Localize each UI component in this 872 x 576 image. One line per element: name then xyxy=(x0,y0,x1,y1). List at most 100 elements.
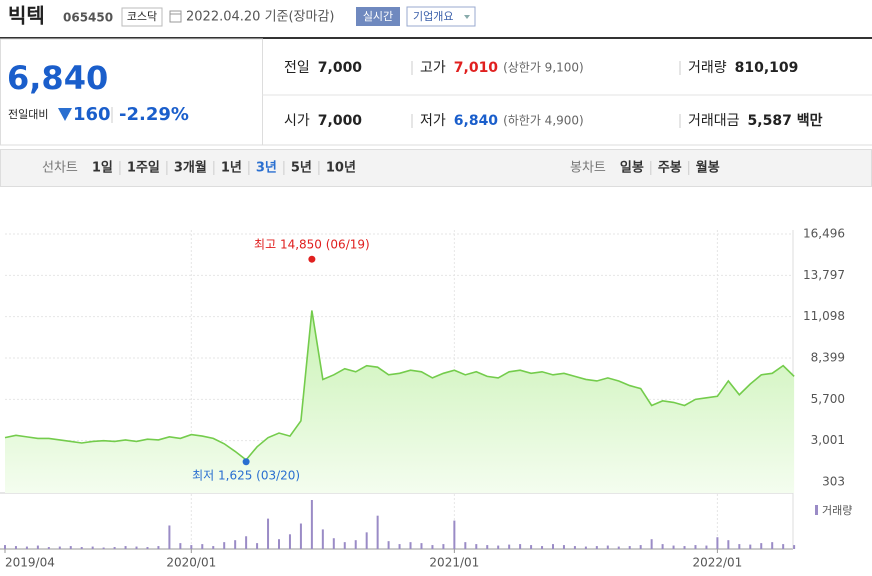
calendar-icon xyxy=(169,10,182,23)
volume-bar xyxy=(584,546,587,549)
volume-bar xyxy=(552,544,554,549)
tab-group-label: 선차트 xyxy=(42,161,78,176)
x-tick-label: 2021/01 xyxy=(429,556,479,570)
item-value: 7,000 xyxy=(318,60,363,76)
volume-bar xyxy=(124,546,127,549)
item-label: 시가 xyxy=(284,113,310,129)
date: 2022.04.20 기준(장마감) xyxy=(186,10,335,25)
volume-bar xyxy=(168,525,171,549)
volume-bar xyxy=(354,540,357,549)
item-label: 고가 xyxy=(420,60,446,76)
volume-bar xyxy=(497,545,500,549)
tab[interactable]: 일봉 xyxy=(620,161,644,176)
item-note: (하한가 4,900) xyxy=(503,114,584,128)
item-value: 7,000 xyxy=(318,113,363,129)
volume-bar xyxy=(749,544,752,549)
market-badge xyxy=(121,7,163,27)
item-value: 810,109 xyxy=(735,60,799,76)
volume-bar xyxy=(299,523,302,549)
change: 160 xyxy=(73,104,111,125)
volume-bar xyxy=(650,539,653,549)
volume-bar xyxy=(782,544,785,549)
item-value: 6,840 xyxy=(454,113,499,129)
volume-bar xyxy=(245,536,248,549)
volume-bar xyxy=(201,544,204,549)
volume-bar xyxy=(464,542,467,549)
price-panel xyxy=(0,38,263,146)
change-pct: -2.29% xyxy=(119,104,189,125)
y-tick-label: 8,399 xyxy=(811,351,845,365)
volume-bar xyxy=(541,546,544,549)
tab[interactable]: 1주일 xyxy=(127,161,160,176)
stock-code: 065450 xyxy=(63,11,113,25)
volume-bar xyxy=(486,545,489,549)
volume-bar xyxy=(562,545,565,549)
volume-bar xyxy=(157,546,160,549)
volume-bar xyxy=(310,500,313,549)
volume-bar xyxy=(760,543,763,549)
tab-group-label: 봉차트 xyxy=(570,161,606,176)
volume-bar xyxy=(738,544,741,549)
volume-bar xyxy=(453,520,456,549)
market: 코스닥 xyxy=(127,10,157,23)
item-note: (상한가 9,100) xyxy=(503,61,584,75)
volume-bar xyxy=(332,538,335,549)
volume-bar xyxy=(288,534,291,549)
volume-bar xyxy=(508,544,511,549)
tab[interactable]: 10년 xyxy=(326,161,356,176)
tab[interactable]: 1년 xyxy=(221,161,242,176)
volume-bar xyxy=(146,547,149,549)
legend-swatch xyxy=(815,505,818,515)
volume-bar xyxy=(190,545,193,549)
legend-label: 거래량 xyxy=(822,504,852,517)
x-tick-label: 2020/01 xyxy=(166,556,216,570)
item-label: 저가 xyxy=(420,113,446,129)
volume-bar xyxy=(58,546,61,549)
volume-bar xyxy=(102,547,105,549)
volume-bar xyxy=(223,542,226,549)
volume-bar xyxy=(409,542,412,549)
volume-bar xyxy=(4,545,6,549)
tab[interactable]: 1일 xyxy=(92,161,113,176)
volume-bar xyxy=(639,545,642,549)
realtime-button[interactable] xyxy=(356,7,400,26)
volume-bar xyxy=(113,547,116,549)
volume-bar xyxy=(387,541,390,549)
item-label: 거래대금 xyxy=(688,113,740,129)
volume-bar xyxy=(617,546,620,549)
price-line xyxy=(4,310,795,461)
company-button[interactable] xyxy=(406,6,476,27)
volume-bar xyxy=(771,542,774,549)
y-tick-label: 16,496 xyxy=(803,227,845,241)
tab[interactable]: 주봉 xyxy=(658,161,682,176)
item-label: 전일 xyxy=(284,60,310,76)
tab[interactable]: 월봉 xyxy=(696,160,720,176)
annotation-label: 최저 1,625 (03/20) xyxy=(192,468,300,482)
realtime[interactable]: 실시간 xyxy=(363,10,393,23)
y-tick-label: 5,700 xyxy=(811,392,845,406)
tab[interactable]: 3년 xyxy=(256,161,277,176)
x-tick-label: 2019/04 xyxy=(5,556,55,570)
volume-bar xyxy=(365,532,368,549)
item-value: 5,587 백만 xyxy=(748,113,823,129)
item-label: 거래량 xyxy=(688,60,727,76)
volume-bar xyxy=(661,544,664,549)
item-value: 7,010 xyxy=(454,60,499,76)
volume-bar xyxy=(716,537,719,549)
y-tick-label: 303 xyxy=(822,475,845,489)
volume-bar xyxy=(672,545,675,549)
volume-bar xyxy=(628,546,631,549)
tab[interactable]: 5년 xyxy=(291,161,312,176)
volume-bar xyxy=(420,543,423,549)
company[interactable]: 기업개요 xyxy=(413,10,453,23)
volume-bar xyxy=(80,547,83,549)
price: 6,840 xyxy=(7,59,108,97)
volume-bar xyxy=(530,545,533,549)
volume-bar xyxy=(278,539,280,549)
change-label: 전일대비 xyxy=(8,107,48,121)
volume-bar xyxy=(519,544,522,549)
volume-bar xyxy=(47,547,50,549)
tab[interactable]: 3개월 xyxy=(174,160,207,176)
volume-bar xyxy=(793,545,796,549)
